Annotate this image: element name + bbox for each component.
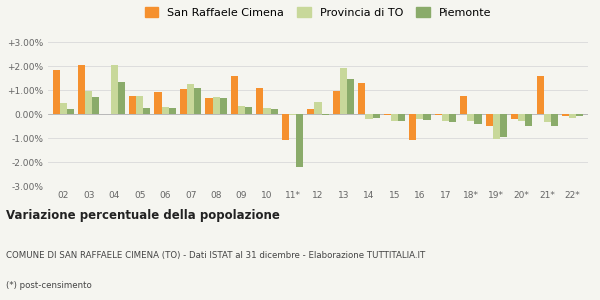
Bar: [340, 68, 347, 114]
Bar: [347, 79, 354, 114]
Bar: [85, 91, 92, 114]
Bar: [576, 114, 583, 116]
Bar: [169, 108, 176, 114]
Bar: [263, 108, 271, 114]
Bar: [143, 108, 151, 114]
Bar: [231, 76, 238, 114]
Bar: [220, 98, 227, 114]
Bar: [442, 114, 449, 121]
Bar: [358, 83, 365, 114]
Bar: [53, 70, 60, 114]
Bar: [212, 97, 220, 114]
Bar: [475, 114, 482, 124]
Bar: [434, 114, 442, 115]
Bar: [180, 89, 187, 114]
Bar: [136, 96, 143, 114]
Bar: [424, 114, 431, 120]
Bar: [205, 98, 212, 114]
Bar: [562, 114, 569, 116]
Bar: [129, 96, 136, 114]
Bar: [493, 114, 500, 139]
Bar: [78, 65, 85, 114]
Bar: [245, 107, 252, 114]
Text: (*) post-censimento: (*) post-censimento: [6, 281, 92, 290]
Bar: [398, 114, 405, 121]
Bar: [511, 114, 518, 119]
Bar: [60, 103, 67, 114]
Bar: [282, 114, 289, 140]
Bar: [526, 114, 532, 126]
Bar: [551, 114, 558, 126]
Bar: [416, 114, 424, 119]
Text: Variazione percentuale della popolazione: Variazione percentuale della popolazione: [6, 209, 280, 222]
Bar: [118, 82, 125, 114]
Bar: [161, 107, 169, 114]
Bar: [544, 114, 551, 122]
Bar: [296, 114, 303, 167]
Bar: [289, 114, 296, 115]
Bar: [449, 114, 456, 122]
Bar: [485, 114, 493, 126]
Bar: [333, 91, 340, 114]
Bar: [373, 114, 380, 118]
Bar: [518, 114, 526, 121]
Bar: [67, 109, 74, 114]
Bar: [409, 114, 416, 140]
Bar: [391, 114, 398, 121]
Bar: [536, 76, 544, 114]
Bar: [307, 109, 314, 114]
Bar: [467, 114, 475, 121]
Legend: San Raffaele Cimena, Provincia di TO, Piemonte: San Raffaele Cimena, Provincia di TO, Pi…: [145, 7, 491, 18]
Bar: [460, 96, 467, 114]
Bar: [365, 114, 373, 119]
Bar: [500, 114, 507, 137]
Bar: [271, 109, 278, 114]
Bar: [92, 97, 100, 114]
Text: COMUNE DI SAN RAFFAELE CIMENA (TO) - Dati ISTAT al 31 dicembre - Elaborazione TU: COMUNE DI SAN RAFFAELE CIMENA (TO) - Dat…: [6, 251, 425, 260]
Bar: [256, 88, 263, 114]
Bar: [322, 114, 329, 115]
Bar: [314, 102, 322, 114]
Bar: [238, 106, 245, 114]
Bar: [384, 114, 391, 115]
Bar: [110, 65, 118, 114]
Bar: [187, 84, 194, 114]
Bar: [154, 92, 161, 114]
Bar: [569, 114, 576, 118]
Bar: [194, 88, 202, 114]
